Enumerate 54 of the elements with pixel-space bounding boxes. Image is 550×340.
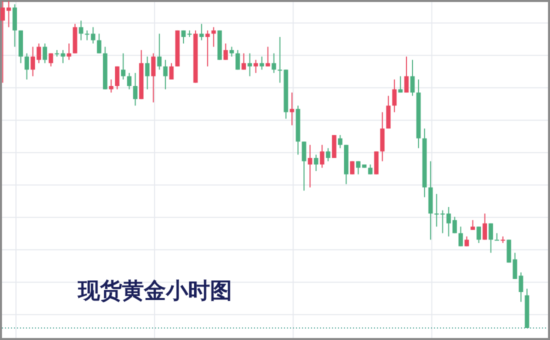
candlestick xyxy=(518,272,524,302)
candlestick xyxy=(386,95,391,130)
candlestick xyxy=(127,72,132,90)
candlestick xyxy=(121,52,126,80)
candlestick xyxy=(368,164,373,175)
candlestick xyxy=(169,62,174,80)
candlestick xyxy=(236,50,240,70)
candlestick xyxy=(115,66,120,90)
candlestick xyxy=(205,30,210,67)
candlestick xyxy=(12,4,17,48)
candlestick xyxy=(254,59,258,74)
candlestick xyxy=(308,144,312,188)
candlestick xyxy=(398,76,403,94)
candlestick xyxy=(338,134,342,149)
candlestick xyxy=(302,141,306,192)
candlestick xyxy=(78,20,84,41)
candlestick xyxy=(476,226,481,244)
candlestick xyxy=(494,232,500,241)
candlestick xyxy=(326,148,330,162)
candlestick xyxy=(248,52,252,77)
candlestick xyxy=(404,56,409,94)
candlestick xyxy=(223,43,228,60)
candlestick xyxy=(133,72,138,106)
candlestick xyxy=(96,33,102,54)
candlestick xyxy=(374,150,379,175)
candlestick xyxy=(108,78,114,94)
candlestick xyxy=(458,226,463,247)
candlestick xyxy=(48,52,54,67)
candlestick xyxy=(464,236,469,247)
candlestick xyxy=(211,26,216,48)
candlestick xyxy=(470,220,475,230)
candlestick xyxy=(488,222,494,254)
text: 现货黄金小时图 xyxy=(77,278,232,303)
candlestick xyxy=(157,33,162,70)
candlestick xyxy=(24,52,30,80)
candlestick xyxy=(181,30,186,44)
candlestick xyxy=(272,52,276,74)
candlestick xyxy=(260,56,264,70)
candlestick xyxy=(380,112,385,162)
candlestick xyxy=(151,52,156,103)
candlestick xyxy=(392,78,397,113)
candlestick xyxy=(242,52,246,70)
candlestick xyxy=(410,59,415,96)
candlestick xyxy=(42,43,48,64)
candlestick xyxy=(314,154,318,172)
candlestick xyxy=(482,213,488,240)
candlestick xyxy=(199,23,204,41)
candlestick xyxy=(145,56,150,90)
candlestick xyxy=(230,46,234,58)
candlestick xyxy=(320,144,324,168)
candlestick xyxy=(350,160,354,175)
candlestick xyxy=(163,59,168,90)
candlestick xyxy=(266,46,270,67)
candlestick xyxy=(332,134,336,158)
